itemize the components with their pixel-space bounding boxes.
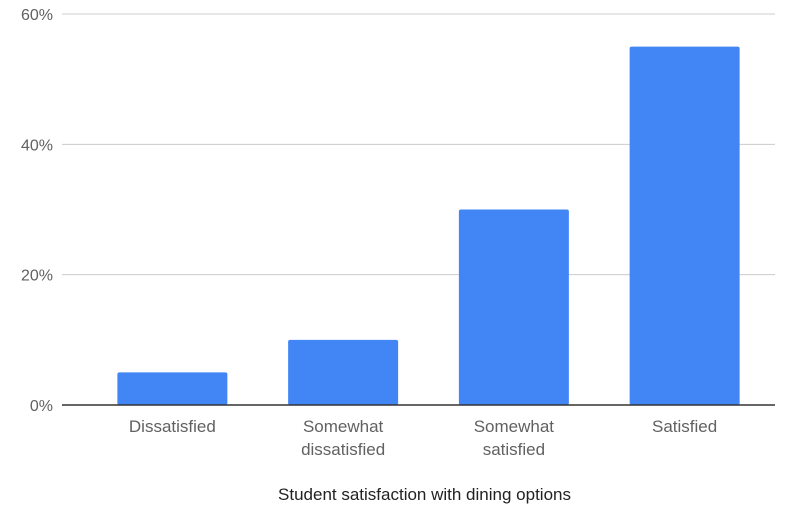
bar — [117, 372, 228, 405]
x-tick-label: Satisfied — [652, 417, 717, 436]
bar — [629, 46, 740, 405]
y-tick-label: 60% — [21, 7, 53, 24]
x-tick-label: Somewhat dissatisfied — [301, 417, 385, 459]
bar — [458, 209, 569, 405]
x-axis-title: Student satisfaction with dining options — [278, 485, 571, 504]
bars — [117, 46, 740, 405]
bar — [288, 339, 399, 405]
y-axis-tick-labels: 0% 20% 40% 60% — [21, 7, 53, 415]
y-tick-label: 40% — [21, 137, 53, 154]
x-tick-label: Dissatisfied — [129, 417, 216, 436]
y-tick-label: 20% — [21, 268, 53, 285]
x-tick-label: Somewhat satisfied — [474, 417, 555, 459]
x-axis-category-labels: Dissatisfied Somewhat dissatisfied Somewhat… — [129, 417, 717, 459]
y-tick-label: 0% — [30, 398, 53, 415]
